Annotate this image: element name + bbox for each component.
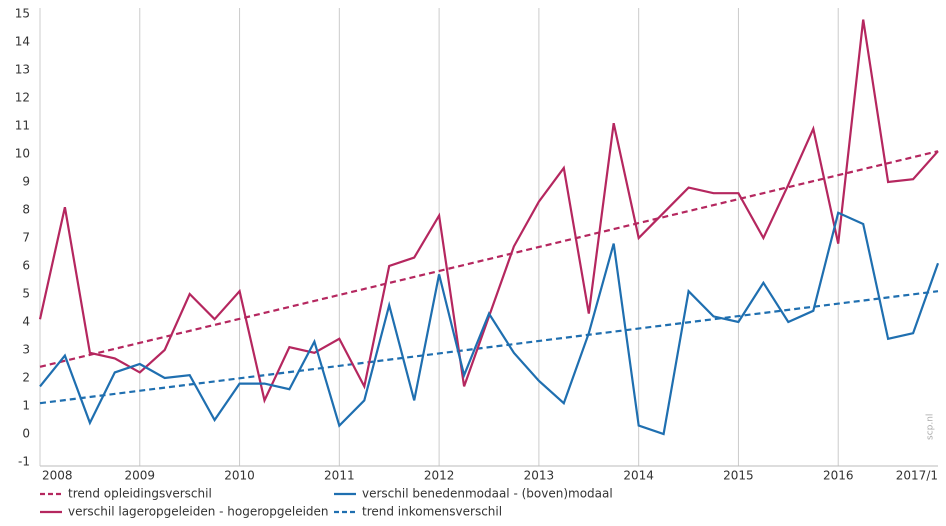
y-tick-label: 7 — [22, 231, 30, 245]
watermark: scp.nl — [926, 414, 936, 440]
series-line — [38, 19, 939, 404]
y-tick-label: 5 — [22, 287, 30, 301]
y-tick-label: 6 — [22, 259, 30, 273]
y-tick-label: 15 — [15, 7, 30, 21]
x-tick-label: 2013 — [524, 469, 555, 483]
y-tick-label: 12 — [15, 91, 30, 105]
x-tick-label: 2017/1 — [896, 469, 938, 483]
legend-label: trend opleidingsverschil — [68, 487, 212, 501]
x-tick-label: 2012 — [424, 469, 455, 483]
y-tick-label: 9 — [22, 175, 30, 189]
y-tick-label: 14 — [15, 35, 30, 49]
y-tick-label: 8 — [22, 203, 30, 217]
trend-line — [39, 290, 939, 405]
x-tick-label: 2015 — [723, 469, 754, 483]
y-tick-label: 11 — [15, 119, 30, 133]
legend-label: trend inkomensverschil — [362, 505, 502, 519]
trend-line — [39, 150, 939, 368]
y-tick-label: 0 — [22, 427, 30, 441]
y-tick-label: 2 — [22, 371, 30, 385]
x-tick-label: 2016 — [823, 469, 854, 483]
y-tick-label: -1 — [18, 455, 30, 469]
x-tick-label: 2008 — [42, 469, 73, 483]
x-tick-label: 2014 — [623, 469, 654, 483]
y-tick-label: 1 — [22, 399, 30, 413]
x-tick-label: 2011 — [324, 469, 355, 483]
x-tick-label: 2009 — [125, 469, 156, 483]
legend-label: verschil lageropgeleiden - hogeropgeleid… — [68, 505, 329, 519]
y-tick-label: 4 — [22, 315, 30, 329]
y-tick-label: 10 — [15, 147, 30, 161]
legend-label: verschil benedenmodaal - (boven)modaal — [362, 487, 613, 501]
series-line — [39, 211, 940, 436]
y-tick-label: 13 — [15, 63, 30, 77]
x-tick-label: 2010 — [224, 469, 255, 483]
y-tick-label: 3 — [22, 343, 30, 357]
